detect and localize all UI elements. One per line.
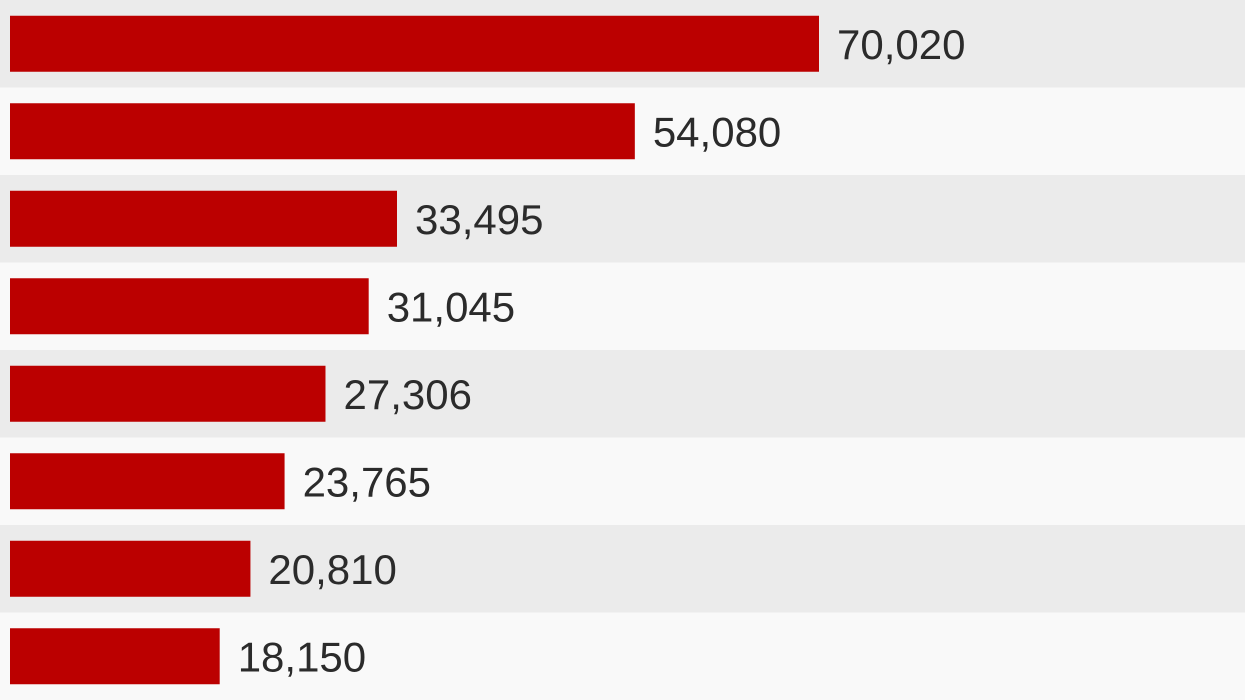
bars [10,15,819,685]
bar-value-label: 23,765 [303,458,431,505]
bar-value-label: 20,810 [268,546,396,593]
bar-value-label: 18,150 [238,633,366,680]
bar-value-label: 27,306 [343,371,471,418]
bar-value-label: 54,080 [653,108,781,155]
bar [10,278,369,335]
bar [10,628,220,685]
bar [10,190,397,247]
bar [10,540,251,597]
bar-value-label: 33,495 [415,196,543,243]
bar-value-label: 70,020 [837,21,965,68]
bar [10,365,326,422]
bar [10,15,819,72]
bar [10,453,285,510]
bar-value-label: 31,045 [387,283,515,330]
bar [10,103,635,160]
value-labels: 70,020 54,080 33,495 31,045 27,306 23,765 20,8… [238,21,966,681]
